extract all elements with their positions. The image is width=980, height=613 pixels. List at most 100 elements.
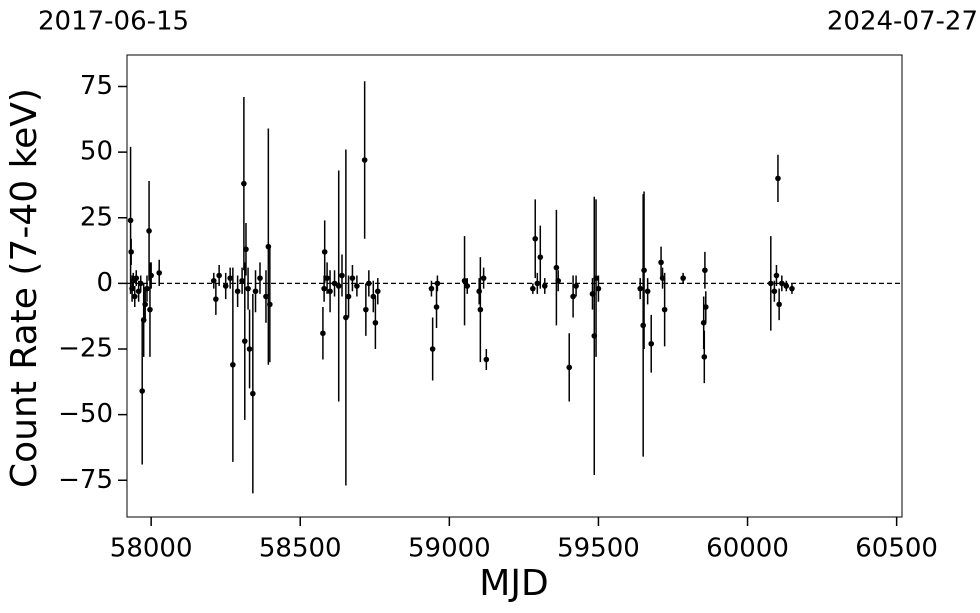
data-point (267, 301, 273, 308)
data-point (771, 288, 778, 295)
data-point (483, 356, 490, 363)
data-point (783, 283, 790, 289)
data-point (324, 275, 330, 281)
data-point (648, 340, 655, 347)
x-tick-label: 59000 (408, 534, 491, 564)
x-tick-label: 58000 (110, 534, 193, 564)
data-point (555, 277, 561, 284)
x-tick-label: 60500 (855, 534, 938, 564)
data-point (127, 217, 134, 224)
data-point (241, 180, 247, 187)
data-point (321, 249, 328, 255)
data-point (137, 280, 144, 287)
data-point (658, 259, 664, 266)
data-point (343, 314, 349, 321)
data-point (644, 288, 651, 295)
y-axis-label: Count Rate (7-40 keV) (4, 88, 45, 488)
data-point (144, 285, 150, 292)
data-point (429, 346, 436, 352)
data-point (372, 319, 379, 326)
start-date: 2017-06-15 (38, 7, 189, 37)
data-point (480, 275, 487, 281)
data-point (789, 285, 795, 292)
data-point (775, 175, 781, 182)
data-point (234, 288, 241, 295)
data-point (776, 301, 782, 308)
data-point (335, 283, 342, 289)
data-point (477, 306, 484, 313)
data-point (128, 249, 134, 255)
data-point (213, 296, 219, 302)
data-point (702, 267, 708, 274)
data-point (252, 288, 259, 295)
data-point (461, 277, 468, 284)
data-point (637, 285, 643, 292)
data-point (148, 272, 154, 279)
x-tick-label: 59500 (557, 534, 640, 564)
data-point (216, 272, 222, 279)
data-point (537, 254, 544, 260)
y-tick-label: −75 (58, 465, 113, 495)
data-point (339, 272, 345, 279)
data-point (147, 306, 153, 313)
y-tick-label: 50 (80, 137, 113, 167)
data-point (476, 288, 482, 295)
data-point (146, 228, 152, 234)
data-point (349, 275, 356, 281)
y-tick-label: 25 (80, 202, 113, 232)
y-tick-label: −50 (58, 399, 113, 429)
y-tick-label: 0 (96, 268, 113, 298)
data-point (239, 277, 245, 284)
data-point (230, 361, 236, 368)
data-point (156, 270, 163, 276)
data-point (433, 304, 440, 310)
data-point (142, 301, 148, 308)
data-point (133, 275, 140, 281)
data-point (210, 277, 217, 284)
data-point (532, 235, 539, 242)
data-point (593, 275, 599, 281)
data-point (366, 280, 372, 287)
data-point (327, 288, 333, 295)
data-point (773, 272, 780, 279)
data-point (354, 283, 360, 289)
data-point (361, 157, 368, 163)
x-axis-label: MJD (479, 563, 548, 604)
data-point (434, 280, 441, 287)
data-point (767, 280, 774, 287)
x-tick-label: 58500 (259, 534, 342, 564)
data-point (570, 293, 576, 300)
data-point (702, 304, 709, 310)
data-point (321, 285, 327, 292)
data-point (640, 322, 646, 329)
data-point (661, 306, 668, 313)
data-point (566, 364, 573, 371)
data-point (250, 390, 256, 397)
data-point (139, 388, 146, 394)
data-point (245, 285, 251, 292)
data-point (553, 264, 560, 271)
data-point (534, 280, 541, 287)
x-tick-label: 60000 (706, 534, 789, 564)
data-point (320, 330, 326, 337)
data-point (530, 285, 536, 292)
data-point (243, 246, 249, 253)
y-tick-label: 75 (80, 71, 113, 101)
data-point (464, 283, 471, 289)
data-point (541, 283, 548, 289)
data-point (680, 275, 686, 281)
data-point (701, 354, 708, 360)
data-point (641, 267, 647, 274)
data-point (363, 306, 369, 313)
data-point (595, 285, 602, 292)
data-point (241, 338, 248, 344)
y-tick-label: −25 (58, 334, 113, 364)
data-point (345, 293, 352, 300)
data-point (257, 275, 263, 281)
data-point (227, 275, 233, 281)
data-point (428, 285, 435, 292)
data-point (222, 283, 229, 289)
data-point (573, 283, 579, 289)
data-point (263, 293, 269, 300)
